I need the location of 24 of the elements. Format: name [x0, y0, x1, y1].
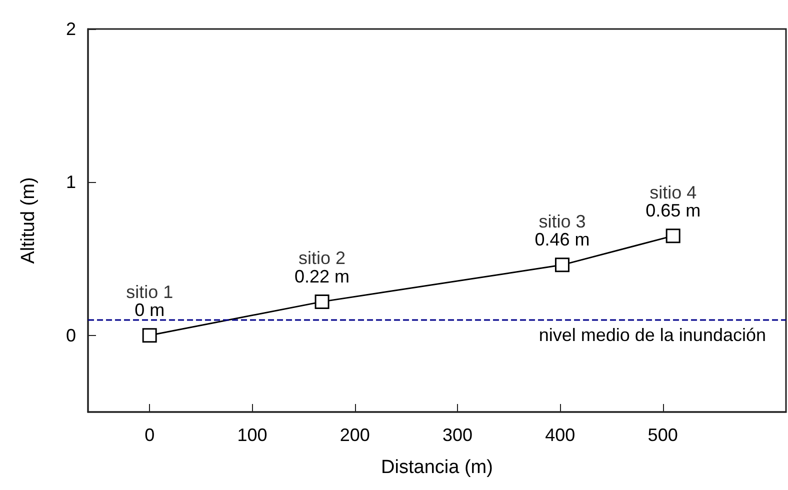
data-label: 0.65 m	[646, 200, 701, 221]
annotation: sitio 1	[126, 282, 174, 302]
point	[554, 258, 570, 272]
point	[666, 228, 680, 244]
y-tick-label: 2	[66, 19, 76, 39]
data-label: 0.22 m	[294, 266, 350, 286]
data-label: 0 m	[134, 300, 165, 320]
x-tick-label: 100	[237, 425, 268, 445]
x-tick-label: 400	[545, 425, 576, 445]
point	[142, 328, 157, 343]
annotation: sitio 4	[650, 182, 697, 202]
ref-line-label: nivel medio de la inundación	[538, 325, 766, 346]
x-tick-label: 500	[648, 425, 678, 445]
x-axis-title: Distancia (m)	[381, 457, 493, 478]
y-tick-label: 0	[66, 325, 76, 346]
x-tick-label: 300	[442, 425, 473, 445]
point	[314, 294, 330, 309]
x-tick-label: 200	[340, 425, 370, 445]
y-tick-label: 1	[66, 172, 76, 192]
x-tick-label: 0	[144, 425, 155, 445]
data-label: 0.46 m	[534, 230, 590, 250]
annotation: sitio 2	[298, 248, 346, 268]
annotation: sitio 3	[538, 211, 586, 232]
y-axis-title: Altitud (m)	[18, 177, 39, 264]
